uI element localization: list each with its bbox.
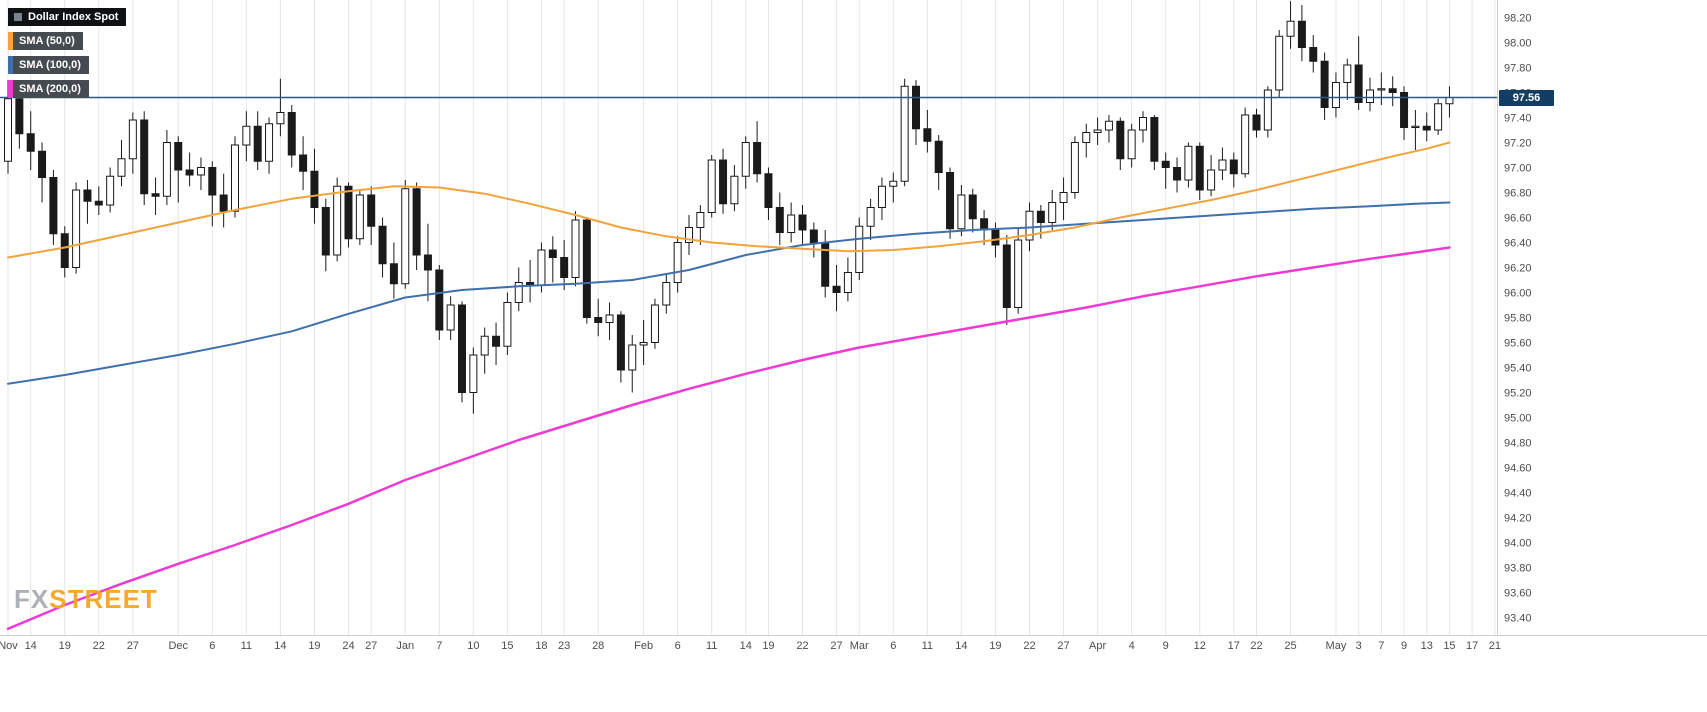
svg-text:9: 9 <box>1163 640 1169 652</box>
legend-instrument-badge[interactable]: Dollar Index Spot <box>8 8 127 26</box>
candles <box>4 1 1454 414</box>
svg-text:98.20: 98.20 <box>1504 13 1532 25</box>
last-price-tag: 97.56 <box>1499 89 1554 106</box>
svg-text:Dec: Dec <box>168 640 188 652</box>
svg-text:94.00: 94.00 <box>1504 538 1532 550</box>
svg-text:93.40: 93.40 <box>1504 613 1532 625</box>
sma100-color-strip <box>8 56 13 74</box>
svg-text:11: 11 <box>241 640 252 652</box>
svg-text:94.60: 94.60 <box>1504 463 1532 475</box>
svg-text:97.20: 97.20 <box>1504 138 1532 150</box>
svg-text:7: 7 <box>436 640 442 652</box>
sma_100-line <box>7 201 1451 385</box>
svg-text:Mar: Mar <box>850 640 869 652</box>
fxstreet-logo: FXSTREET <box>14 584 158 615</box>
svg-text:97.40: 97.40 <box>1504 113 1532 125</box>
svg-text:94.20: 94.20 <box>1504 513 1532 525</box>
svg-text:4: 4 <box>1129 640 1135 652</box>
svg-text:3: 3 <box>1356 640 1362 652</box>
svg-text:11: 11 <box>922 640 933 652</box>
svg-text:95.00: 95.00 <box>1504 413 1532 425</box>
svg-text:97.00: 97.00 <box>1504 163 1532 175</box>
svg-text:21: 21 <box>1489 640 1501 652</box>
svg-text:11: 11 <box>706 640 717 652</box>
svg-text:6: 6 <box>209 640 215 652</box>
sma_50-line <box>7 141 1451 259</box>
svg-text:94.80: 94.80 <box>1504 438 1532 450</box>
svg-text:98.00: 98.00 <box>1504 38 1532 50</box>
svg-text:27: 27 <box>1057 640 1069 652</box>
svg-text:27: 27 <box>365 640 377 652</box>
svg-text:14: 14 <box>274 640 286 652</box>
svg-text:9: 9 <box>1401 640 1407 652</box>
svg-text:93.60: 93.60 <box>1504 588 1532 600</box>
svg-text:Feb: Feb <box>634 640 653 652</box>
svg-text:6: 6 <box>890 640 896 652</box>
legend-sma100-label: SMA (100,0) <box>19 59 81 71</box>
svg-text:17: 17 <box>1228 640 1240 652</box>
svg-text:17: 17 <box>1466 640 1478 652</box>
svg-text:96.40: 96.40 <box>1504 238 1532 250</box>
svg-text:6: 6 <box>675 640 681 652</box>
svg-text:15: 15 <box>501 640 513 652</box>
sma_200-line <box>6 246 1451 631</box>
svg-text:96.80: 96.80 <box>1504 188 1532 200</box>
svg-text:97.80: 97.80 <box>1504 63 1532 75</box>
svg-text:96.00: 96.00 <box>1504 288 1532 300</box>
svg-text:19: 19 <box>989 640 1001 652</box>
svg-text:24: 24 <box>342 640 354 652</box>
sma200-color-strip <box>8 80 13 98</box>
legend-sma200-label: SMA (200,0) <box>19 83 81 95</box>
svg-text:19: 19 <box>59 640 71 652</box>
time-axis[interactable]: Nov 14 19 22 27 Dec 6 11 14 19 24 27 Jan 7 10 15 18 23 28 F… <box>0 640 1501 652</box>
svg-text:18: 18 <box>535 640 547 652</box>
legend-sma50-badge[interactable]: SMA (50,0) <box>8 32 83 50</box>
grid <box>7 0 1496 635</box>
svg-text:95.80: 95.80 <box>1504 313 1532 325</box>
legend-instrument-label: Dollar Index Spot <box>28 11 119 23</box>
svg-text:22: 22 <box>1250 640 1262 652</box>
svg-text:22: 22 <box>1023 640 1035 652</box>
svg-text:95.60: 95.60 <box>1504 338 1532 350</box>
svg-text:14: 14 <box>25 640 37 652</box>
svg-text:Nov: Nov <box>0 640 18 652</box>
logo-street: STREET <box>49 584 158 614</box>
svg-text:93.80: 93.80 <box>1504 563 1532 575</box>
svg-text:96.60: 96.60 <box>1504 213 1532 225</box>
legend-sma50-label: SMA (50,0) <box>19 35 75 47</box>
last-price-value: 97.56 <box>1512 91 1541 104</box>
svg-text:19: 19 <box>762 640 774 652</box>
svg-text:14: 14 <box>955 640 967 652</box>
svg-text:25: 25 <box>1284 640 1296 652</box>
svg-text:96.20: 96.20 <box>1504 263 1532 275</box>
svg-text:95.40: 95.40 <box>1504 363 1532 375</box>
svg-text:19: 19 <box>308 640 320 652</box>
svg-text:95.20: 95.20 <box>1504 388 1532 400</box>
svg-text:28: 28 <box>592 640 604 652</box>
svg-text:94.40: 94.40 <box>1504 488 1532 500</box>
svg-text:May: May <box>1326 640 1347 652</box>
svg-text:Apr: Apr <box>1089 640 1106 652</box>
svg-text:10: 10 <box>467 640 479 652</box>
svg-text:22: 22 <box>93 640 105 652</box>
svg-text:15: 15 <box>1443 640 1455 652</box>
legend-sma100-badge[interactable]: SMA (100,0) <box>8 56 89 74</box>
svg-text:27: 27 <box>830 640 842 652</box>
svg-text:13: 13 <box>1421 640 1433 652</box>
legend-sma200-badge[interactable]: SMA (200,0) <box>8 80 89 98</box>
logo-fx: FX <box>14 584 50 614</box>
svg-text:22: 22 <box>796 640 808 652</box>
svg-text:7: 7 <box>1378 640 1384 652</box>
legend: Dollar Index Spot SMA (50,0) SMA (100,0)… <box>8 8 127 98</box>
svg-text:12: 12 <box>1194 640 1206 652</box>
svg-text:14: 14 <box>740 640 752 652</box>
svg-text:27: 27 <box>127 640 139 652</box>
svg-text:23: 23 <box>558 640 570 652</box>
svg-text:Jan: Jan <box>396 640 414 652</box>
instrument-icon <box>14 13 22 21</box>
sma50-color-strip <box>8 32 13 50</box>
